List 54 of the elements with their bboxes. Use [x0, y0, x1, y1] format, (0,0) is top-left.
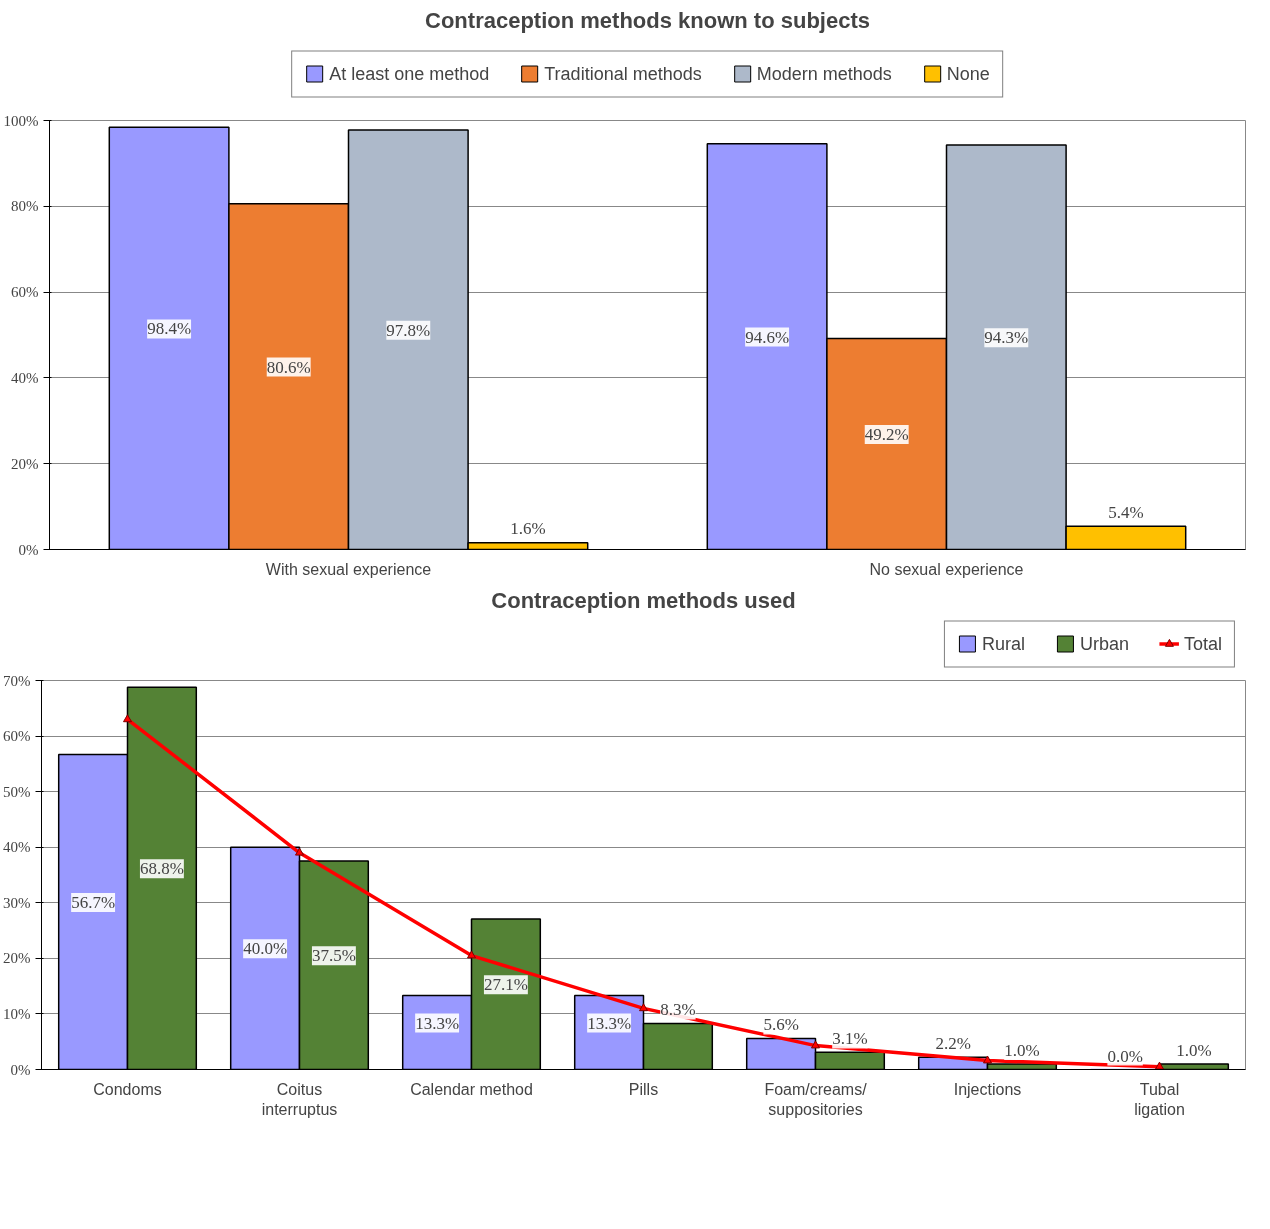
- x-tick-label: Foam/creams/ suppositories: [764, 1080, 868, 1118]
- y-tick-label: 0%: [10, 1061, 31, 1078]
- data-label: 27.1%: [483, 975, 528, 995]
- y-tick-label: 0%: [18, 541, 39, 558]
- y-tick-label: 60%: [3, 728, 31, 745]
- data-label: 40.0%: [243, 939, 288, 959]
- data-label: 94.6%: [745, 327, 790, 347]
- y-tick-label: 10%: [3, 1005, 31, 1022]
- data-label: 5.4%: [1108, 503, 1144, 523]
- x-tick-label: No sexual experience: [869, 560, 1024, 578]
- y-tick-label: 100%: [3, 112, 39, 129]
- data-label: 80.6%: [266, 357, 311, 377]
- data-label: 8.3%: [660, 1000, 696, 1020]
- data-label: 97.8%: [386, 320, 431, 340]
- x-tick-label: Injections: [953, 1080, 1022, 1098]
- y-tick-label: 40%: [11, 369, 39, 386]
- chart-title: Contraception methods used: [491, 587, 796, 613]
- data-label: 1.6%: [510, 519, 546, 539]
- data-label: 94.3%: [984, 328, 1029, 348]
- data-label: 56.7%: [71, 892, 116, 912]
- data-label: 13.3%: [415, 1013, 460, 1033]
- legend-label: At least one method: [329, 63, 490, 84]
- y-tick-label: 80%: [11, 198, 39, 215]
- x-tick-label: Tubal ligation: [1134, 1080, 1185, 1118]
- legend-label: None: [946, 63, 990, 84]
- data-label: 13.3%: [587, 1013, 632, 1033]
- chart-title: Contraception methods known to subjects: [425, 7, 870, 33]
- y-tick-label: 20%: [3, 950, 31, 967]
- data-label: 5.6%: [763, 1015, 799, 1035]
- x-tick-label: With sexual experience: [265, 560, 432, 578]
- legend-label: Rural: [981, 633, 1025, 654]
- data-label: 37.5%: [311, 946, 356, 966]
- data-label: 0.0%: [1107, 1046, 1143, 1066]
- y-tick-label: 30%: [3, 894, 31, 911]
- x-tick-label: Pills: [628, 1080, 659, 1098]
- data-label: 1.0%: [1176, 1041, 1212, 1061]
- x-tick-label: Condoms: [93, 1080, 162, 1098]
- y-tick-label: 50%: [3, 783, 31, 800]
- y-tick-label: 70%: [3, 672, 31, 689]
- legend-label: Traditional methods: [544, 63, 702, 84]
- data-label: 3.1%: [832, 1029, 868, 1049]
- data-label: 2.2%: [935, 1034, 971, 1054]
- data-label: 68.8%: [139, 859, 184, 879]
- x-tick-label: Calendar method: [410, 1080, 533, 1098]
- data-label: 98.4%: [147, 319, 192, 339]
- y-tick-label: 60%: [11, 284, 39, 301]
- y-tick-label: 20%: [11, 455, 39, 472]
- legend-label: Total: [1183, 633, 1222, 654]
- y-tick-label: 40%: [3, 839, 31, 856]
- x-tick-label: Coitus interruptus: [261, 1080, 338, 1118]
- data-label: 1.0%: [1004, 1041, 1040, 1061]
- data-label: 49.2%: [864, 424, 909, 444]
- legend-label: Urban: [1079, 633, 1129, 654]
- legend-label: Modern methods: [756, 63, 892, 84]
